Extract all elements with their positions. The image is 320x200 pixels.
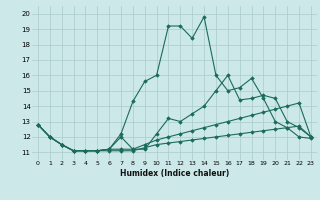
X-axis label: Humidex (Indice chaleur): Humidex (Indice chaleur) bbox=[120, 169, 229, 178]
